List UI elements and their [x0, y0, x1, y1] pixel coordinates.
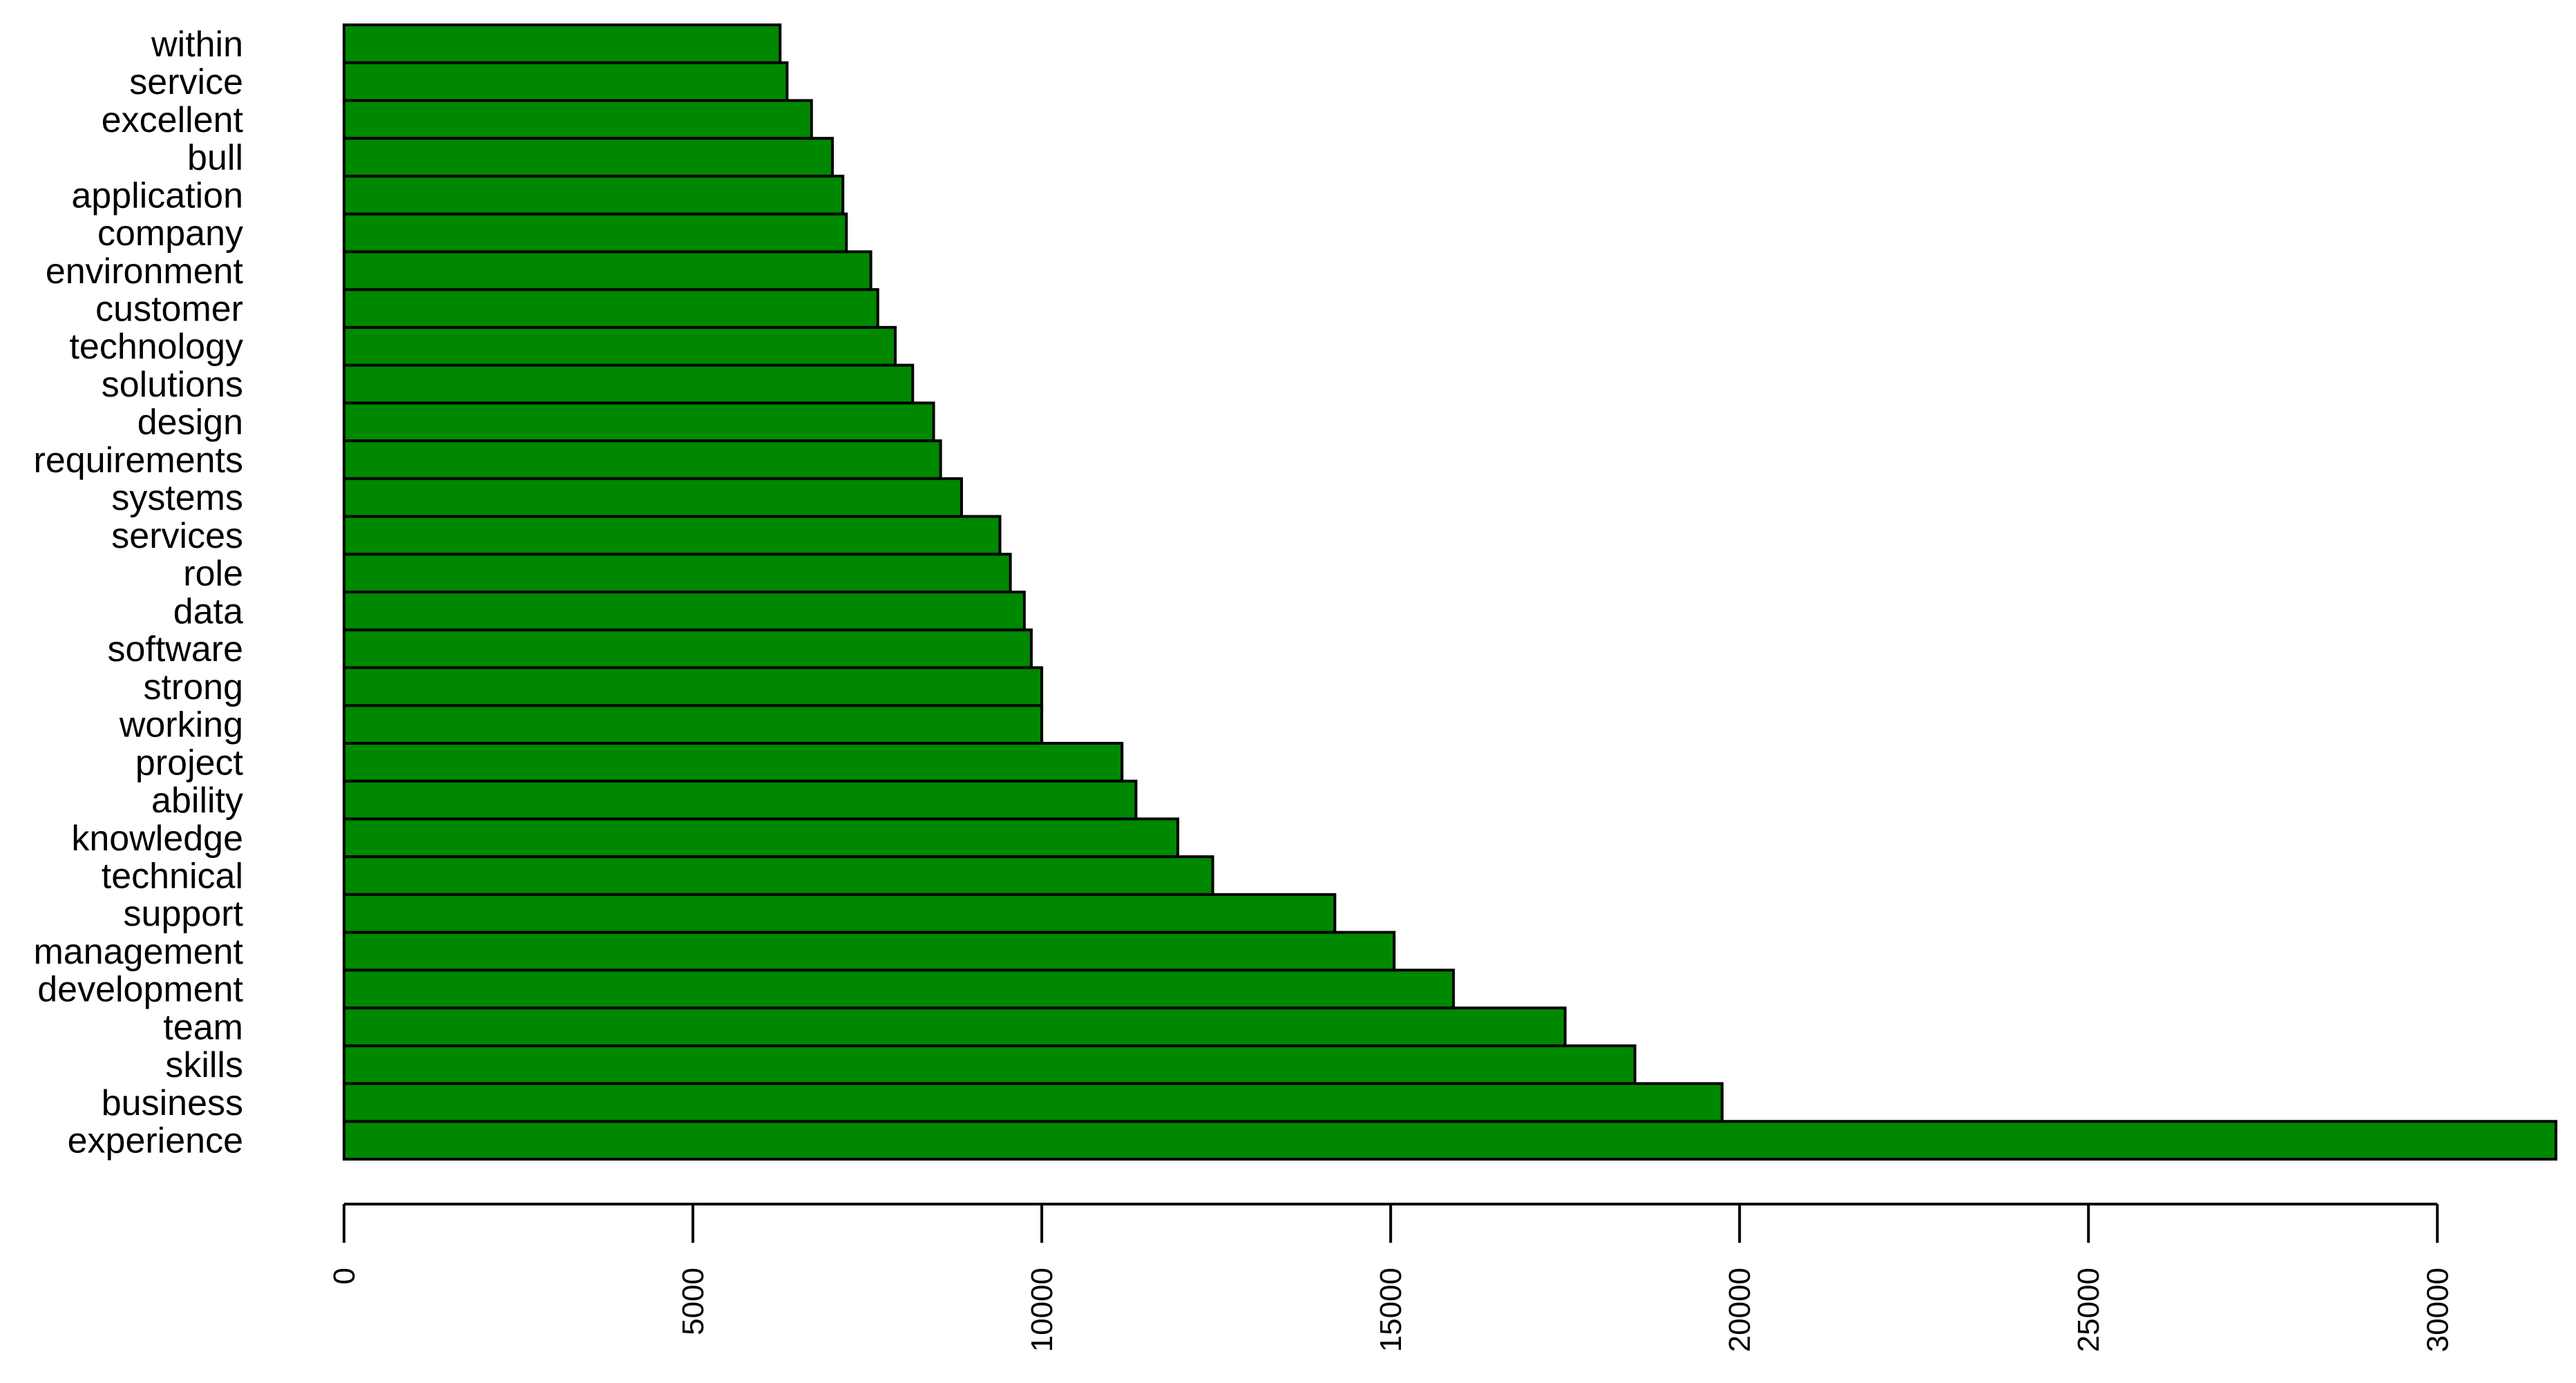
bar-environment [343, 250, 872, 292]
bar-project [343, 741, 1124, 783]
bar-knowledge [343, 817, 1180, 859]
x-tick-label-0: 0 [327, 1268, 361, 1284]
x-tick-label-30000: 30000 [2421, 1268, 2454, 1352]
category-label-bull: bull [187, 138, 243, 178]
bar-technical [343, 855, 1214, 896]
category-label-experience: experience [68, 1121, 243, 1161]
category-label-business: business [102, 1083, 243, 1123]
category-label-ability: ability [151, 781, 243, 821]
bar-bull [343, 137, 834, 178]
category-label-data: data [173, 591, 243, 631]
bar-data [343, 591, 1026, 631]
category-label-development: development [37, 970, 243, 1010]
category-label-role: role [183, 554, 243, 594]
x-tick-label-25000: 25000 [2072, 1268, 2106, 1352]
category-label-customer: customer [95, 289, 243, 330]
category-label-skills: skills [165, 1045, 243, 1085]
category-label-within: within [151, 24, 243, 64]
bar-requirements [343, 439, 942, 480]
bar-company [343, 212, 848, 254]
bar-technology [343, 325, 897, 367]
bar-strong [343, 666, 1044, 707]
category-label-service: service [129, 62, 243, 102]
category-label-technical: technical [102, 857, 243, 897]
bar-excellent [343, 99, 813, 140]
category-label-team: team [163, 1007, 243, 1047]
category-label-company: company [97, 213, 243, 254]
bar-business [343, 1082, 1724, 1123]
category-label-support: support [124, 894, 244, 934]
x-axis: 0 5000 10000 15000 20000 25000 30000 [327, 1203, 2454, 1352]
bars-layer [343, 23, 2557, 1161]
category-label-systems: systems [111, 478, 243, 518]
bar-customer [343, 288, 879, 329]
bar-design [343, 401, 935, 443]
bar-service [343, 61, 789, 102]
bar-software [343, 628, 1033, 669]
x-tick-label-20000: 20000 [1723, 1268, 1757, 1352]
category-label-environment: environment [46, 251, 244, 292]
x-tick-label-15000: 15000 [1374, 1268, 1408, 1352]
category-label-knowledge: knowledge [71, 819, 243, 859]
bar-working [343, 704, 1044, 745]
category-label-project: project [135, 743, 244, 783]
category-label-management: management [33, 932, 243, 972]
bar-services [343, 515, 1002, 556]
x-tick-label-5000: 5000 [676, 1268, 710, 1335]
bar-team [343, 1007, 1567, 1047]
category-label-solutions: solutions [102, 365, 243, 405]
bar-solutions [343, 363, 915, 405]
bar-within [343, 23, 782, 64]
bar-systems [343, 477, 963, 518]
x-tick-label-10000: 10000 [1025, 1268, 1059, 1352]
category-label-excellent: excellent [102, 100, 244, 140]
category-labels: experiencebusinessskillsteamdevelopmentm… [33, 24, 243, 1161]
bar-support [343, 893, 1337, 934]
bar-skills [343, 1044, 1637, 1085]
category-label-application: application [71, 175, 243, 216]
bar-development [343, 969, 1456, 1010]
category-label-software: software [107, 629, 243, 669]
category-label-working: working [119, 705, 243, 745]
bar-ability [343, 779, 1138, 821]
category-label-design: design [137, 403, 243, 443]
category-label-services: services [111, 516, 243, 556]
bar-application [343, 174, 845, 216]
category-label-requirements: requirements [34, 440, 243, 480]
bar-experience [343, 1120, 2557, 1161]
bar-management [343, 931, 1396, 972]
category-label-technology: technology [69, 327, 243, 367]
bar-role [343, 553, 1012, 593]
category-label-strong: strong [143, 667, 243, 707]
